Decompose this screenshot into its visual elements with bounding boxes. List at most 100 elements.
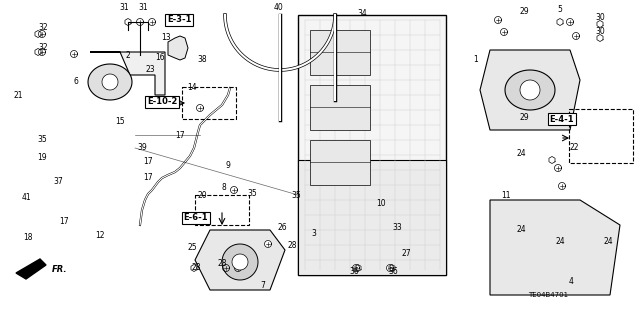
Text: 15: 15 bbox=[115, 117, 125, 127]
Polygon shape bbox=[234, 264, 241, 271]
Polygon shape bbox=[597, 34, 603, 41]
Text: 17: 17 bbox=[143, 173, 153, 182]
Text: 32: 32 bbox=[38, 43, 48, 53]
Polygon shape bbox=[355, 264, 361, 271]
Polygon shape bbox=[148, 19, 156, 26]
Text: 28: 28 bbox=[191, 263, 201, 272]
Text: 24: 24 bbox=[516, 150, 526, 159]
Polygon shape bbox=[495, 17, 502, 24]
Polygon shape bbox=[70, 50, 77, 57]
Polygon shape bbox=[38, 31, 45, 38]
Polygon shape bbox=[505, 70, 555, 110]
Polygon shape bbox=[480, 50, 580, 130]
Text: E-6-1: E-6-1 bbox=[184, 213, 208, 222]
Text: 32: 32 bbox=[38, 24, 48, 33]
Text: 1: 1 bbox=[474, 56, 478, 64]
Polygon shape bbox=[38, 48, 45, 56]
Text: TE04B4701: TE04B4701 bbox=[528, 292, 568, 298]
Polygon shape bbox=[573, 33, 579, 40]
Polygon shape bbox=[125, 19, 131, 26]
Text: 21: 21 bbox=[13, 92, 23, 100]
Polygon shape bbox=[222, 244, 258, 280]
Polygon shape bbox=[136, 19, 143, 26]
Polygon shape bbox=[559, 182, 566, 189]
Polygon shape bbox=[389, 264, 395, 271]
Polygon shape bbox=[557, 19, 563, 26]
Text: 36: 36 bbox=[349, 268, 359, 277]
Polygon shape bbox=[520, 80, 540, 100]
Bar bbox=[298, 160, 446, 275]
Text: FR.: FR. bbox=[52, 264, 67, 273]
Text: 4: 4 bbox=[568, 277, 573, 286]
Text: 24: 24 bbox=[555, 238, 565, 247]
Text: 28: 28 bbox=[217, 259, 227, 269]
Text: 24: 24 bbox=[603, 238, 613, 247]
Text: 12: 12 bbox=[95, 232, 105, 241]
Text: 38: 38 bbox=[197, 56, 207, 64]
Text: E-10-2: E-10-2 bbox=[147, 98, 177, 107]
Polygon shape bbox=[549, 157, 555, 164]
Text: 35: 35 bbox=[37, 135, 47, 144]
Polygon shape bbox=[88, 64, 132, 100]
Polygon shape bbox=[566, 19, 573, 26]
Text: 28: 28 bbox=[287, 241, 297, 250]
Text: 23: 23 bbox=[145, 65, 155, 75]
Polygon shape bbox=[102, 74, 118, 90]
Text: 35: 35 bbox=[247, 189, 257, 197]
Polygon shape bbox=[90, 52, 165, 95]
Text: E-4-1: E-4-1 bbox=[550, 115, 574, 123]
Polygon shape bbox=[264, 241, 271, 248]
Text: 25: 25 bbox=[187, 243, 197, 253]
Text: 17: 17 bbox=[143, 158, 153, 167]
Text: 40: 40 bbox=[273, 4, 283, 12]
Text: 2: 2 bbox=[125, 51, 131, 61]
Polygon shape bbox=[168, 36, 188, 60]
Text: 41: 41 bbox=[21, 194, 31, 203]
Text: 36: 36 bbox=[388, 268, 398, 277]
Text: 30: 30 bbox=[595, 27, 605, 36]
Text: 3: 3 bbox=[312, 229, 316, 239]
Polygon shape bbox=[230, 187, 237, 194]
Text: 26: 26 bbox=[277, 222, 287, 232]
Text: 9: 9 bbox=[225, 161, 230, 170]
Polygon shape bbox=[35, 48, 41, 56]
Text: 30: 30 bbox=[595, 13, 605, 23]
Polygon shape bbox=[195, 230, 285, 290]
Text: 37: 37 bbox=[53, 176, 63, 186]
Polygon shape bbox=[554, 165, 561, 172]
Polygon shape bbox=[196, 105, 204, 112]
Text: 10: 10 bbox=[376, 199, 386, 209]
Polygon shape bbox=[597, 20, 603, 27]
Text: 13: 13 bbox=[161, 33, 171, 42]
Text: 35: 35 bbox=[291, 190, 301, 199]
Text: 20: 20 bbox=[197, 190, 207, 199]
Text: 31: 31 bbox=[119, 4, 129, 12]
Polygon shape bbox=[191, 264, 197, 271]
Text: 27: 27 bbox=[401, 249, 411, 258]
Text: 29: 29 bbox=[519, 8, 529, 17]
Polygon shape bbox=[35, 31, 41, 38]
Bar bbox=[310, 85, 370, 130]
Text: 8: 8 bbox=[221, 183, 227, 192]
Text: E-3-1: E-3-1 bbox=[167, 16, 191, 25]
Text: 19: 19 bbox=[37, 152, 47, 161]
Text: 16: 16 bbox=[155, 53, 165, 62]
Bar bbox=[310, 140, 370, 185]
Polygon shape bbox=[223, 264, 230, 271]
Text: 39: 39 bbox=[137, 144, 147, 152]
Text: 7: 7 bbox=[260, 280, 266, 290]
Text: 11: 11 bbox=[501, 191, 511, 201]
Polygon shape bbox=[387, 264, 394, 271]
Text: 33: 33 bbox=[392, 222, 402, 232]
Text: 14: 14 bbox=[187, 84, 197, 93]
Text: 18: 18 bbox=[23, 234, 33, 242]
Polygon shape bbox=[490, 200, 620, 295]
Text: 17: 17 bbox=[59, 217, 69, 226]
Text: 31: 31 bbox=[138, 4, 148, 12]
Polygon shape bbox=[232, 254, 248, 270]
Polygon shape bbox=[353, 264, 360, 271]
Text: 17: 17 bbox=[175, 130, 185, 139]
Text: 24: 24 bbox=[516, 226, 526, 234]
Bar bbox=[298, 15, 446, 275]
Text: 6: 6 bbox=[74, 78, 79, 86]
